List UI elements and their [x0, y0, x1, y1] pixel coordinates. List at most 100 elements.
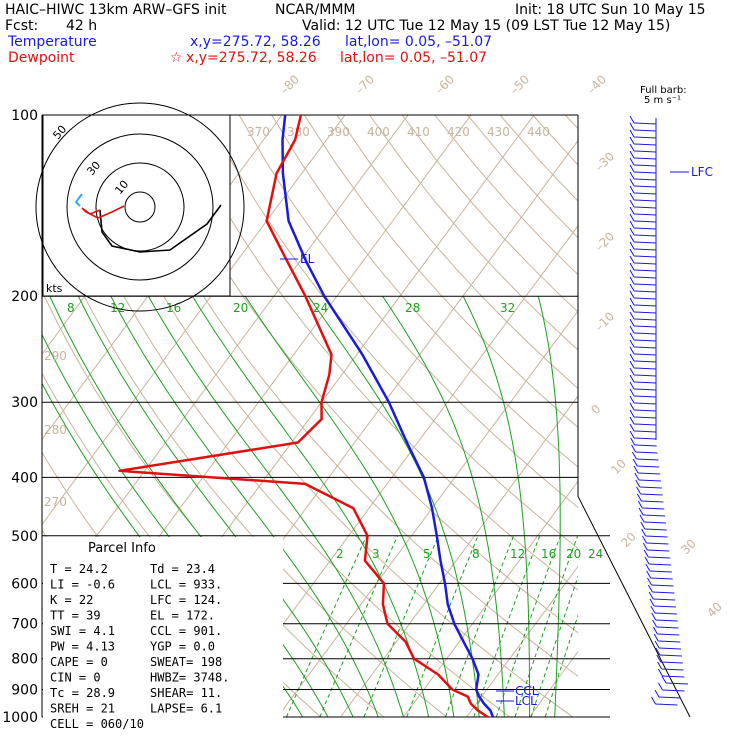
wind-barb-flag — [629, 325, 635, 334]
wind-barb-shaft — [633, 136, 657, 139]
wind-barb-shaft — [633, 395, 657, 398]
moist-adiabat-label: 12 — [110, 301, 125, 315]
wind-barb-shaft — [649, 570, 672, 573]
hodograph-ring-outer — [35, 102, 245, 312]
barb-legend-line1: Full barb: — [640, 85, 687, 96]
isotherm-label: –30 — [592, 149, 617, 174]
wind-barb-shaft — [633, 143, 657, 146]
wind-barb-flag — [642, 542, 648, 551]
wind-barb-shaft — [633, 283, 657, 286]
dry-adiabat-label: 420 — [447, 125, 470, 139]
wind-barb-shaft — [638, 472, 661, 475]
isotherm-line — [277, 310, 578, 718]
hodograph-units: kts — [46, 282, 63, 295]
moist-adiabat-line — [382, 295, 505, 718]
parcel-index-right: SHEAR= 11. — [150, 686, 222, 700]
wind-barb-flag — [629, 178, 635, 187]
dewpoint-marker: ☆ — [170, 50, 183, 66]
parcel-index-right: YGP = 0.0 — [150, 640, 215, 654]
parcel-index-left: K = 22 — [50, 593, 93, 607]
dry-adiabat-label: 440 — [527, 125, 550, 139]
wind-barb-shaft — [662, 689, 685, 692]
wind-barb-shaft — [633, 360, 657, 363]
wind-barb-flag — [629, 185, 635, 194]
wind-barb-shaft — [655, 703, 678, 706]
wind-barb-flag — [629, 248, 635, 257]
wind-barb-shaft — [633, 318, 657, 321]
wind-barb-shaft — [633, 325, 657, 328]
isotherm-label: –60 — [432, 72, 457, 97]
wind-barb-flag — [629, 297, 635, 306]
wind-barb-shaft — [633, 129, 657, 132]
wind-barb-flag — [629, 171, 635, 180]
moist-adiabat-label: 20 — [233, 301, 248, 315]
wind-barb-flag — [629, 332, 635, 341]
parcel-index-left: LI = -0.6 — [50, 578, 115, 592]
dry-adiabat-label: 400 — [367, 125, 390, 139]
wind-barb-flag — [629, 283, 635, 292]
wind-barb-shaft — [633, 227, 657, 230]
wind-barb-flag — [629, 241, 635, 250]
pressure-tick-label: 1000 — [2, 710, 38, 726]
wind-barb-shaft — [633, 332, 657, 335]
mixing-ratio-line — [514, 535, 578, 718]
dry-adiabat-line — [206, 114, 578, 549]
wind-barb-flag — [636, 486, 642, 495]
pressure-tick-label: 200 — [11, 289, 38, 305]
wind-barb-flag — [629, 381, 635, 390]
wind-barb-flag — [629, 122, 635, 131]
wind-barb-shaft — [665, 682, 689, 685]
wind-barb-shaft — [653, 605, 677, 608]
wind-barb-shaft — [633, 248, 657, 251]
wind-barb-flag — [634, 472, 640, 481]
isotherm-line — [42, 114, 346, 526]
isotherm-label: 40 — [704, 599, 725, 620]
wind-barb-flag — [629, 199, 635, 208]
mixing-ratio-label: 16 — [541, 547, 556, 561]
wind-barb-shaft — [633, 290, 657, 293]
wind-barb-shaft — [658, 640, 681, 643]
wind-barb-flag — [629, 192, 635, 201]
wind-barb-flag — [629, 353, 635, 362]
temperature-latlon: lat,lon= 0.05, –51.07 — [345, 34, 492, 50]
wind-barb-shaft — [633, 297, 657, 300]
wind-barb-flag — [629, 164, 635, 173]
wind-barb-shaft — [662, 675, 685, 678]
lcl-marker-label: LCL — [515, 694, 537, 708]
pressure-tick-label: 400 — [11, 470, 38, 486]
wind-barb-shaft — [633, 402, 657, 405]
dry-adiabat-line — [499, 114, 578, 202]
wind-barb-flag — [642, 535, 647, 544]
parcel-index-left: TT = 39 — [50, 609, 101, 623]
wind-barb-shaft — [636, 458, 659, 461]
wind-barb-flag — [629, 255, 635, 264]
barb-legend-line2: 5 m s⁻¹ — [644, 95, 681, 106]
wind-barb-shaft — [633, 381, 657, 384]
wind-barb-shaft — [645, 535, 668, 538]
wind-barb-shaft — [655, 619, 678, 622]
mixing-ratio-line — [363, 535, 439, 718]
dry-adiabat-line — [108, 114, 578, 677]
parcel-index-left: CIN = 0 — [50, 671, 101, 685]
temperature-profile — [281, 114, 495, 718]
wind-barb-shaft — [653, 598, 676, 601]
mixing-ratio-line — [319, 535, 399, 718]
wind-barb-flag — [629, 311, 635, 320]
wind-barbs — [629, 115, 689, 706]
wind-barb-shaft — [633, 269, 657, 272]
wind-barb-flag — [631, 444, 637, 453]
isotherm-line — [656, 115, 740, 717]
dry-adiabat-line — [43, 114, 511, 718]
moist-adiabat-label: 8 — [67, 301, 75, 315]
wind-barb-shaft — [633, 150, 657, 153]
wind-barb-flag — [629, 115, 635, 124]
dry-adiabat-line — [369, 114, 578, 351]
mixing-ratio-label: 3 — [372, 547, 380, 561]
wind-barb-shaft — [642, 507, 665, 510]
wind-barb-flag — [629, 129, 635, 138]
sounding-curves — [118, 114, 495, 718]
isotherm-line — [529, 650, 578, 718]
isotherm-label: –70 — [352, 72, 377, 97]
isotherm-label: –10 — [592, 309, 617, 334]
